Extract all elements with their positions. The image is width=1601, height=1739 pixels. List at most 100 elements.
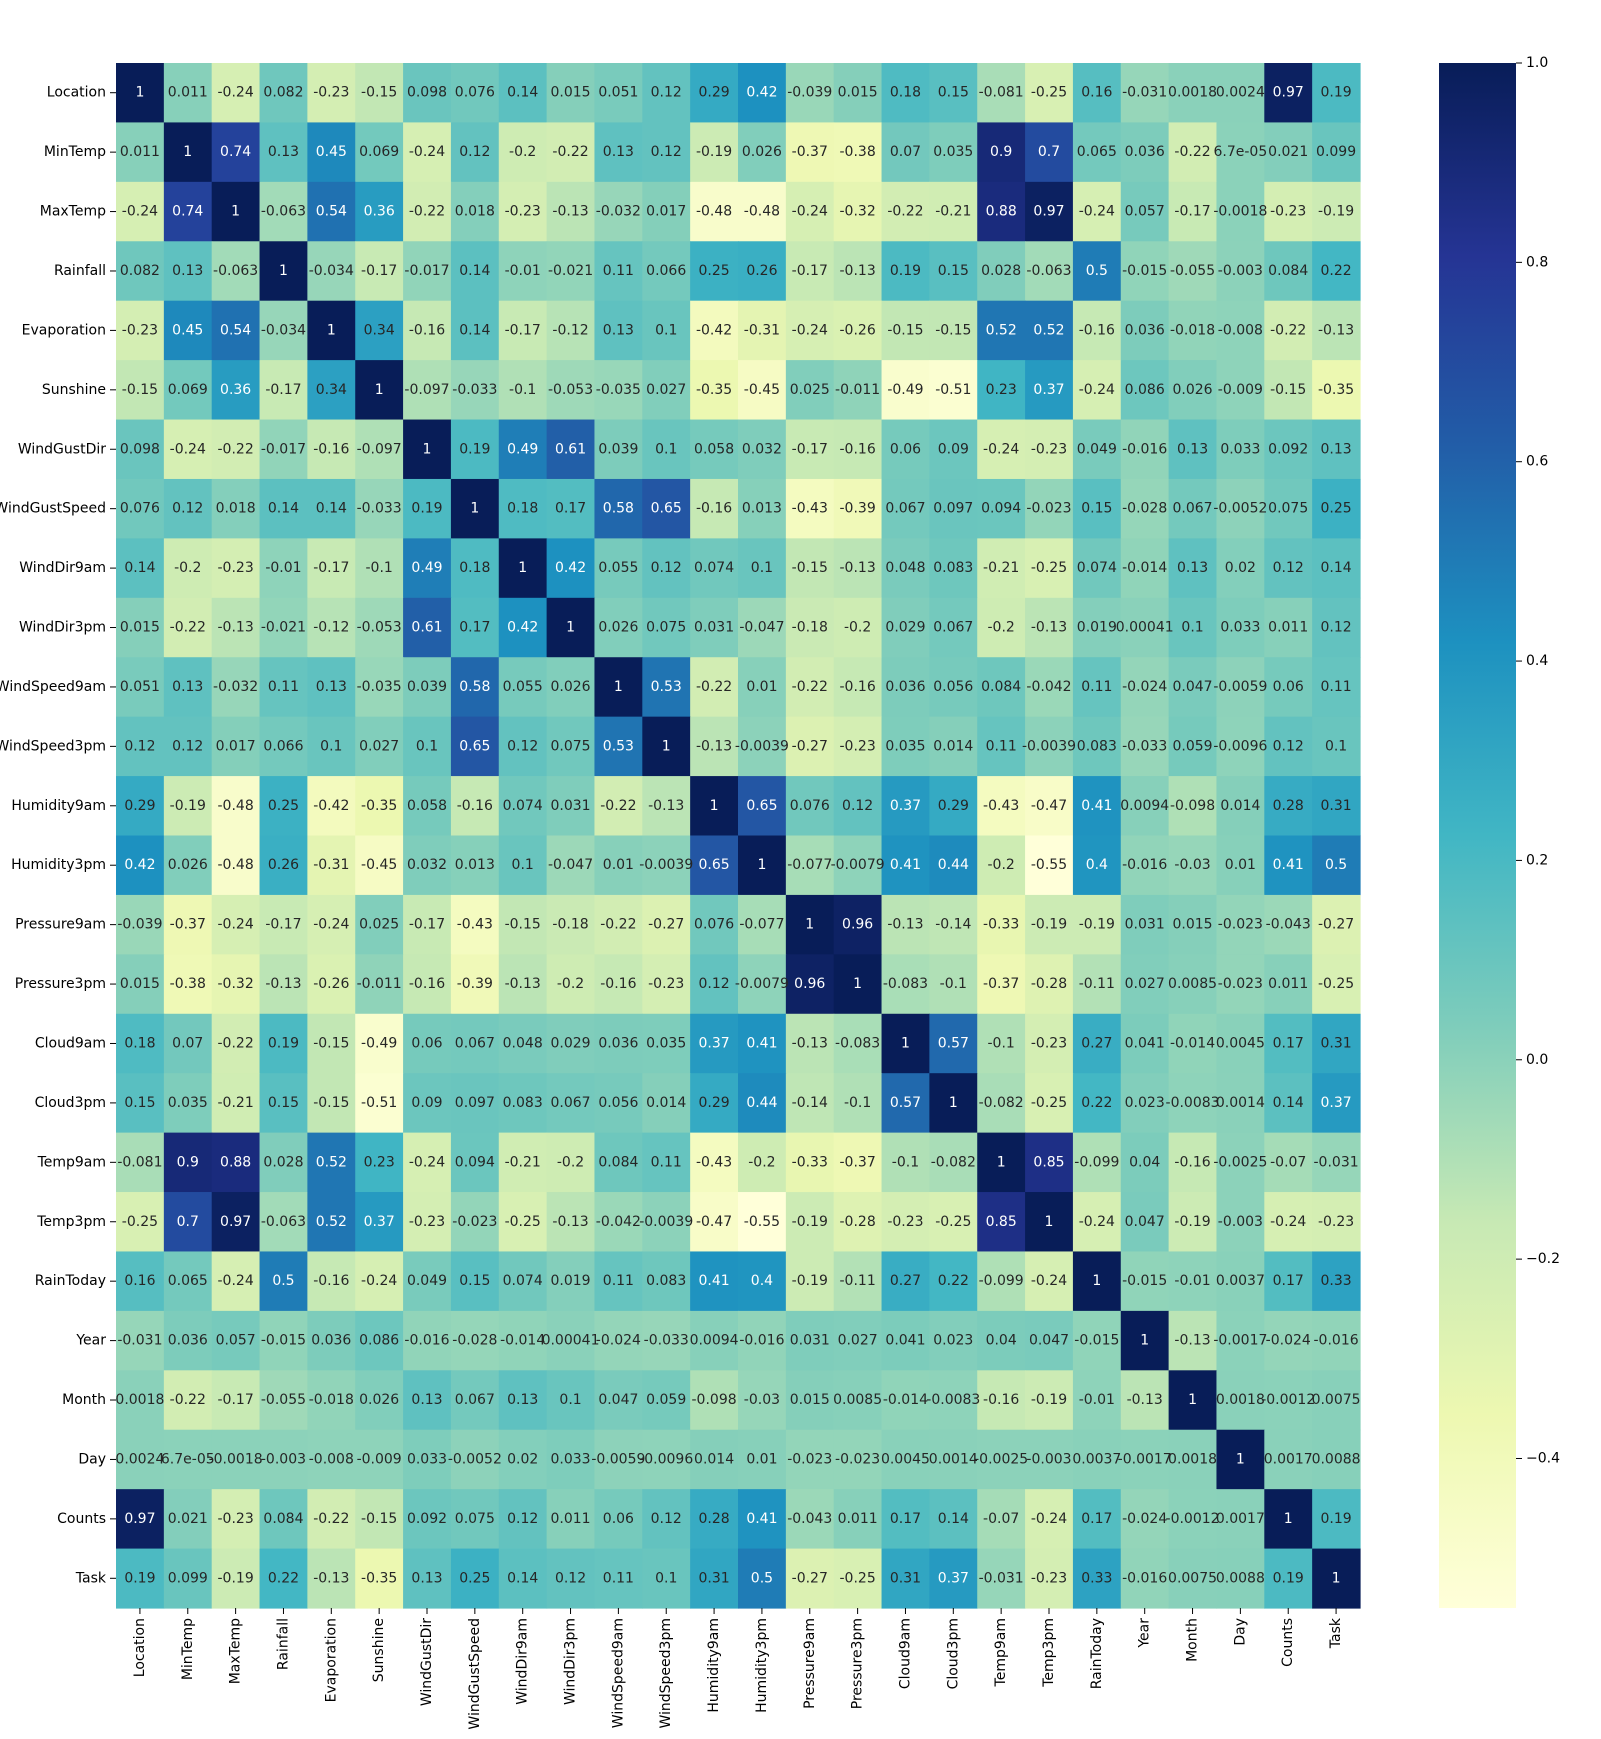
- cell-annotation: 0.027: [838, 1333, 878, 1349]
- heatmap-cell: [1120, 1073, 1170, 1134]
- heatmap-cell: [1072, 657, 1122, 718]
- cell-annotation: 0.12: [172, 738, 203, 754]
- cell-annotation: 0.11: [603, 1570, 634, 1586]
- heatmap-cell: [977, 1013, 1026, 1074]
- cell-annotation: 0.075: [646, 620, 686, 636]
- heatmap-cell: [211, 776, 261, 837]
- colorbar-tick-label: −0.2: [1526, 1251, 1560, 1267]
- heatmap-cell: [1072, 181, 1122, 242]
- cell-annotation: 0.09: [938, 441, 969, 457]
- heatmap-cell: [403, 1548, 452, 1609]
- cell-annotation: -0.0017: [1118, 1451, 1172, 1467]
- cell-annotation: 0.18: [459, 560, 490, 576]
- cell-annotation: 1: [279, 263, 288, 279]
- heatmap-cell: [1025, 894, 1074, 955]
- cell-annotation: 0.041: [885, 1333, 925, 1349]
- cell-annotation: -0.099: [1074, 1154, 1119, 1170]
- heatmap-cell: [355, 597, 404, 658]
- heatmap-cell: [116, 954, 165, 1015]
- heatmap-cell: [1312, 1489, 1361, 1550]
- cell-annotation: 0.34: [316, 382, 347, 398]
- cell-annotation: -0.13: [313, 1570, 349, 1586]
- row-label: Cloud3pm: [35, 1095, 106, 1111]
- cell-annotation: -0.23: [648, 976, 684, 992]
- heatmap-cell: [738, 1013, 787, 1074]
- cell-annotation: -0.0018: [1213, 204, 1267, 220]
- cell-annotation: 0.1: [1325, 738, 1347, 754]
- column-label: RainToday: [1089, 1618, 1105, 1689]
- heatmap-cell: [1025, 419, 1074, 480]
- cell-annotation: -0.023: [1218, 917, 1263, 933]
- cell-annotation: 0.74: [172, 204, 203, 220]
- heatmap-cell: [116, 122, 165, 183]
- row-label: Task: [75, 1570, 107, 1586]
- heatmap-cell: [833, 1489, 883, 1550]
- heatmap-cell: [1072, 1310, 1122, 1371]
- cell-annotation: 0.13: [1177, 560, 1208, 576]
- heatmap-cell: [1312, 954, 1361, 1015]
- heatmap-cell: [1216, 478, 1265, 539]
- heatmap-cell: [642, 419, 691, 480]
- heatmap-cell: [881, 1132, 930, 1193]
- heatmap-cell: [546, 716, 596, 777]
- cell-annotation: 0.41: [1081, 798, 1112, 814]
- cell-annotation: 0.036: [1125, 322, 1165, 338]
- heatmap-cell: [1168, 894, 1218, 955]
- cell-annotation: 0.14: [459, 322, 490, 338]
- cell-annotation: -0.24: [361, 1273, 397, 1289]
- cell-annotation: -0.063: [261, 1214, 306, 1230]
- heatmap-cell: [546, 1073, 596, 1134]
- heatmap-cell: [355, 657, 404, 718]
- cell-annotation: 0.13: [603, 144, 634, 160]
- cell-annotation: -0.1: [844, 1095, 871, 1111]
- cell-annotation: 0.12: [1273, 560, 1304, 576]
- cell-annotation: -0.23: [887, 1214, 923, 1230]
- cell-annotation: -0.22: [887, 204, 923, 220]
- cell-annotation: -0.15: [505, 917, 541, 933]
- cell-annotation: -0.1: [509, 382, 536, 398]
- cell-annotation: 0.075: [1268, 501, 1308, 517]
- heatmap-cell: [785, 597, 835, 658]
- cell-annotation: 1: [1236, 1451, 1245, 1467]
- heatmap-cell: [881, 597, 930, 658]
- cell-annotation: -0.47: [1031, 798, 1067, 814]
- cell-annotation: -0.0059: [1213, 679, 1267, 695]
- heatmap-cell: [403, 597, 452, 658]
- heatmap-cell: [546, 538, 596, 599]
- column-label: Cloud3pm: [945, 1618, 961, 1689]
- heatmap-cell: [546, 894, 596, 955]
- cell-annotation: -0.0096: [1213, 738, 1267, 754]
- heatmap-cell: [594, 597, 643, 658]
- heatmap-cell: [1264, 419, 1313, 480]
- cell-annotation: -0.17: [218, 1392, 254, 1408]
- cell-annotation: 0.61: [555, 441, 586, 457]
- cell-annotation: -0.0052: [1213, 501, 1267, 517]
- heatmap-cell: [642, 835, 691, 896]
- heatmap-cell: [738, 419, 787, 480]
- cell-annotation: 0.049: [1077, 441, 1117, 457]
- heatmap-cell: [1025, 478, 1074, 539]
- heatmap-cell: [1312, 241, 1361, 302]
- heatmap-cell: [259, 1429, 308, 1490]
- heatmap-cell: [450, 894, 500, 955]
- column-label: Rainfall: [275, 1618, 291, 1670]
- heatmap-cell: [977, 122, 1026, 183]
- heatmap-cell: [1168, 1429, 1218, 1490]
- row-label: RainToday: [35, 1273, 106, 1289]
- cell-annotation: -0.017: [261, 441, 306, 457]
- cell-annotation: 0.0017: [1216, 1511, 1265, 1527]
- cell-annotation: 0.85: [986, 1214, 1017, 1230]
- cell-annotation: 0.074: [694, 560, 734, 576]
- heatmap-cell: [1312, 300, 1361, 361]
- heatmap-cell: [450, 835, 500, 896]
- cell-annotation: 0.049: [407, 1273, 447, 1289]
- heatmap-cell: [1120, 1310, 1170, 1371]
- heatmap-cell: [1264, 597, 1313, 658]
- cell-annotation: -0.23: [1031, 441, 1067, 457]
- heatmap-cell: [690, 181, 739, 242]
- cell-annotation: 0.083: [933, 560, 973, 576]
- heatmap-cell: [1072, 538, 1122, 599]
- heatmap-cell: [1120, 122, 1170, 183]
- heatmap-cell: [307, 597, 356, 658]
